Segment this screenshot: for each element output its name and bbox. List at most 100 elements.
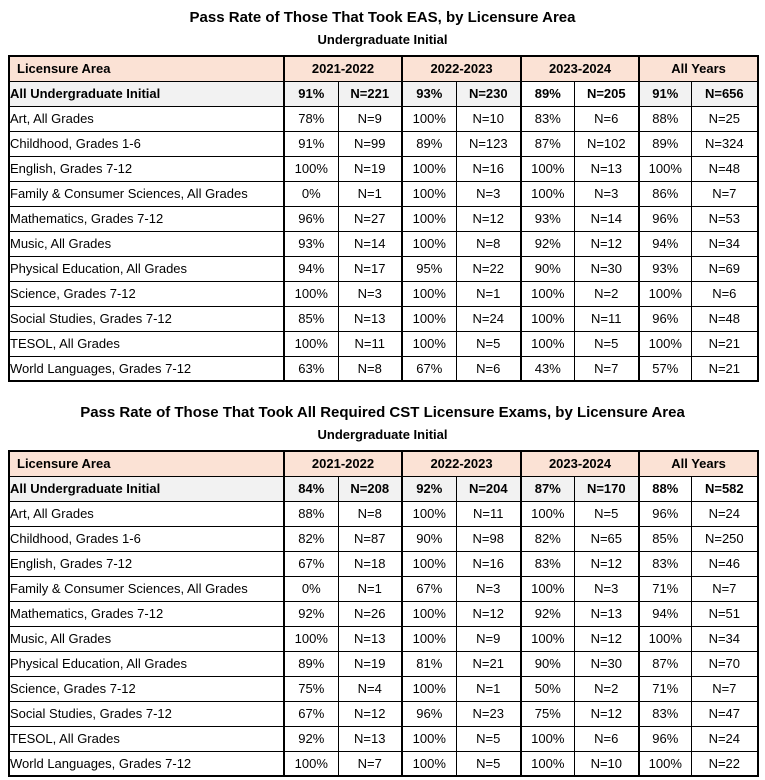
pass-rate-cell: 71% xyxy=(638,575,692,602)
row-label: World Languages, Grades 7-12 xyxy=(8,750,285,777)
pass-rate-cell: 88% xyxy=(283,500,339,527)
table-row: Childhood, Grades 1-6 82% N=87 90% N=98 82% N=… xyxy=(8,525,759,552)
n-count-cell: N=24 xyxy=(690,725,759,752)
n-count-cell: N=1 xyxy=(337,575,403,602)
row-label: Science, Grades 7-12 xyxy=(8,675,285,702)
pass-rate-cell: 91% xyxy=(283,130,339,157)
year-group-header-2023-2024: 2023-2024 xyxy=(520,55,640,82)
pass-rate-cell: 96% xyxy=(638,725,692,752)
pass-rate-cell: 67% xyxy=(401,575,457,602)
pass-rate-cell: 78% xyxy=(283,105,339,132)
row-label: All Undergraduate Initial xyxy=(8,80,285,107)
pass-rate-cell: 93% xyxy=(520,205,575,232)
pass-rate-cell: 96% xyxy=(638,500,692,527)
pass-rate-cell: 82% xyxy=(283,525,339,552)
table-row: Social Studies, Grades 7-12 67% N=12 96% N=2… xyxy=(8,700,759,727)
n-count-cell: N=8 xyxy=(337,500,403,527)
year-group-header-2022-2023: 2022-2023 xyxy=(401,55,522,82)
pass-rate-cell: 100% xyxy=(520,280,575,307)
table-row: Mathematics, Grades 7-12 92% N=26 100% N=12 9… xyxy=(8,600,759,627)
pass-rate-cell: 94% xyxy=(638,600,692,627)
row-label: TESOL, All Grades xyxy=(8,725,285,752)
n-count-cell: N=3 xyxy=(455,575,522,602)
n-count-cell: N=204 xyxy=(455,475,522,502)
n-count-cell: N=25 xyxy=(690,105,759,132)
pass-rate-cell: 96% xyxy=(401,700,457,727)
pass-rate-cell: 100% xyxy=(401,625,457,652)
pass-rate-cell: 0% xyxy=(283,180,339,207)
pass-rate-cell: 100% xyxy=(638,625,692,652)
pass-rate-cell: 96% xyxy=(638,305,692,332)
pass-rate-cell: 84% xyxy=(283,475,339,502)
pass-rate-cell: 100% xyxy=(638,330,692,357)
pass-rate-cell: 100% xyxy=(401,305,457,332)
row-label: Music, All Grades xyxy=(8,230,285,257)
n-count-cell: N=13 xyxy=(337,305,403,332)
n-count-cell: N=12 xyxy=(573,230,640,257)
summary-row: All Undergraduate Initial 84% N=208 92% N=20… xyxy=(8,475,759,502)
pass-rate-cell: 100% xyxy=(638,280,692,307)
n-count-cell: N=3 xyxy=(573,180,640,207)
n-count-cell: N=123 xyxy=(455,130,522,157)
n-count-cell: N=21 xyxy=(455,650,522,677)
pass-rate-cell: 100% xyxy=(520,305,575,332)
pass-rate-cell: 89% xyxy=(520,80,575,107)
n-count-cell: N=6 xyxy=(455,355,522,382)
n-count-cell: N=9 xyxy=(455,625,522,652)
n-count-cell: N=250 xyxy=(690,525,759,552)
pass-rate-cell: 92% xyxy=(401,475,457,502)
pass-rate-cell: 88% xyxy=(638,475,692,502)
n-count-cell: N=13 xyxy=(573,600,640,627)
row-label: Social Studies, Grades 7-12 xyxy=(8,305,285,332)
pass-rate-cell: 81% xyxy=(401,650,457,677)
pass-rate-cell: 100% xyxy=(401,675,457,702)
n-count-cell: N=5 xyxy=(573,500,640,527)
table-row: World Languages, Grades 7-12 100% N=7 100% N… xyxy=(8,750,759,777)
table-row: Physical Education, All Grades 94% N=17 95%… xyxy=(8,255,759,282)
n-count-cell: N=656 xyxy=(690,80,759,107)
n-count-cell: N=11 xyxy=(455,500,522,527)
pass-rate-cell: 89% xyxy=(638,130,692,157)
table-row: Family & Consumer Sciences, All Grades 0%… xyxy=(8,180,759,207)
row-label: Childhood, Grades 1-6 xyxy=(8,525,285,552)
year-group-header-2021-2022: 2021-2022 xyxy=(282,450,403,477)
n-count-cell: N=7 xyxy=(690,180,759,207)
n-count-cell: N=46 xyxy=(690,550,759,577)
pass-rate-cell: 100% xyxy=(283,155,339,182)
table-row: Art, All Grades 78% N=9 100% N=10 83% N=6 88% N=… xyxy=(8,105,759,132)
pass-rate-cell: 87% xyxy=(520,475,575,502)
pass-rate-cell: 85% xyxy=(638,525,692,552)
n-count-cell: N=19 xyxy=(337,155,403,182)
n-count-cell: N=12 xyxy=(573,700,640,727)
pass-rate-cell: 100% xyxy=(283,625,339,652)
pass-rate-cell: 100% xyxy=(520,330,575,357)
n-count-cell: N=22 xyxy=(455,255,522,282)
table-row: Music, All Grades 93% N=14 100% N=8 92% N=12 94… xyxy=(8,230,759,257)
pass-rate-cell: 83% xyxy=(520,550,575,577)
n-count-cell: N=6 xyxy=(690,280,759,307)
pass-rate-cell: 83% xyxy=(520,105,575,132)
table-row: Physical Education, All Grades 89% N=19 81%… xyxy=(8,650,759,677)
table-row: Art, All Grades 88% N=8 100% N=11 100% N=5 96% N… xyxy=(8,500,759,527)
n-count-cell: N=208 xyxy=(337,475,403,502)
n-count-cell: N=34 xyxy=(690,625,759,652)
pass-rate-cell: 100% xyxy=(283,280,339,307)
n-count-cell: N=7 xyxy=(573,355,640,382)
n-count-cell: N=12 xyxy=(337,700,403,727)
pass-rate-cell: 100% xyxy=(401,230,457,257)
n-count-cell: N=5 xyxy=(455,750,522,777)
pass-rate-cell: 100% xyxy=(520,750,575,777)
pass-rate-cell: 100% xyxy=(520,625,575,652)
eas-pass-rate-table: Licensure Area 2021-2022 2022-2023 2023-… xyxy=(8,55,760,382)
row-label: Art, All Grades xyxy=(8,105,285,132)
table-row: Social Studies, Grades 7-12 85% N=13 100% N=… xyxy=(8,305,759,332)
table-row: TESOL, All Grades 92% N=13 100% N=5 100% N=6 96… xyxy=(8,725,759,752)
n-count-cell: N=10 xyxy=(455,105,522,132)
n-count-cell: N=2 xyxy=(573,280,640,307)
pass-rate-cell: 83% xyxy=(638,700,692,727)
pass-rate-cell: 100% xyxy=(401,550,457,577)
pass-rate-cell: 92% xyxy=(520,600,575,627)
pass-rate-cell: 93% xyxy=(638,255,692,282)
pass-rate-cell: 67% xyxy=(283,550,339,577)
pass-rate-cell: 91% xyxy=(638,80,692,107)
